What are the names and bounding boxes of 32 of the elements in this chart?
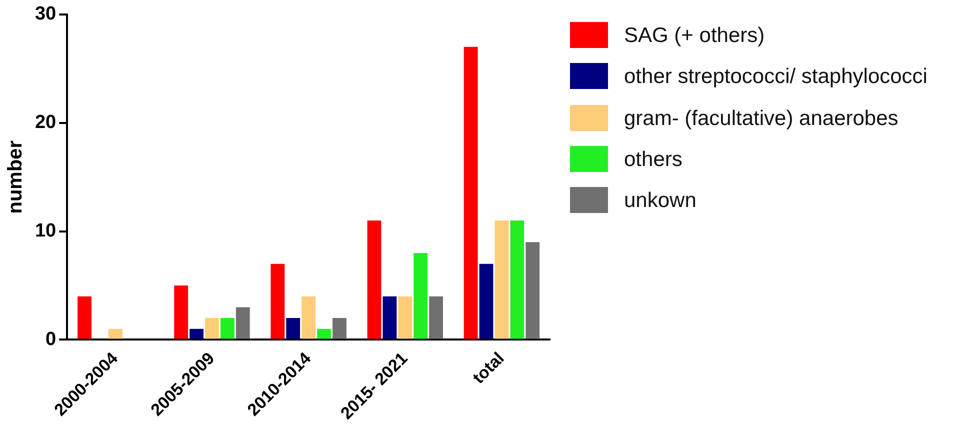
legend-label: gram- (facultative) anaerobes bbox=[624, 106, 898, 132]
bar bbox=[205, 318, 219, 339]
bar bbox=[286, 318, 300, 339]
bar bbox=[332, 318, 346, 339]
legend-label: other streptococci/ staphylococci bbox=[624, 64, 928, 90]
y-axis-title: number bbox=[4, 140, 27, 214]
y-tick-label: 30 bbox=[34, 4, 56, 25]
bar bbox=[302, 296, 316, 339]
bar bbox=[317, 328, 331, 339]
bar bbox=[510, 220, 524, 339]
legend-label: others bbox=[624, 146, 682, 173]
bar bbox=[78, 296, 92, 339]
bar bbox=[414, 252, 428, 339]
bar bbox=[236, 307, 250, 339]
y-tick-label: 0 bbox=[46, 328, 56, 350]
bar bbox=[174, 286, 188, 339]
bar bbox=[479, 264, 494, 339]
bar bbox=[108, 328, 122, 339]
bar bbox=[464, 46, 478, 339]
legend-label: unkown bbox=[624, 188, 696, 214]
bar bbox=[220, 318, 234, 339]
bar bbox=[270, 264, 285, 339]
bar bbox=[494, 220, 509, 339]
bar bbox=[190, 328, 204, 339]
bar bbox=[429, 296, 443, 339]
bar bbox=[398, 296, 412, 339]
legend-label: SAG (+ others) bbox=[624, 23, 765, 49]
bar bbox=[382, 296, 397, 339]
bar bbox=[367, 220, 382, 339]
y-tick-label: 10 bbox=[34, 220, 56, 242]
y-tick-label: 20 bbox=[34, 112, 56, 134]
bar bbox=[526, 242, 540, 339]
